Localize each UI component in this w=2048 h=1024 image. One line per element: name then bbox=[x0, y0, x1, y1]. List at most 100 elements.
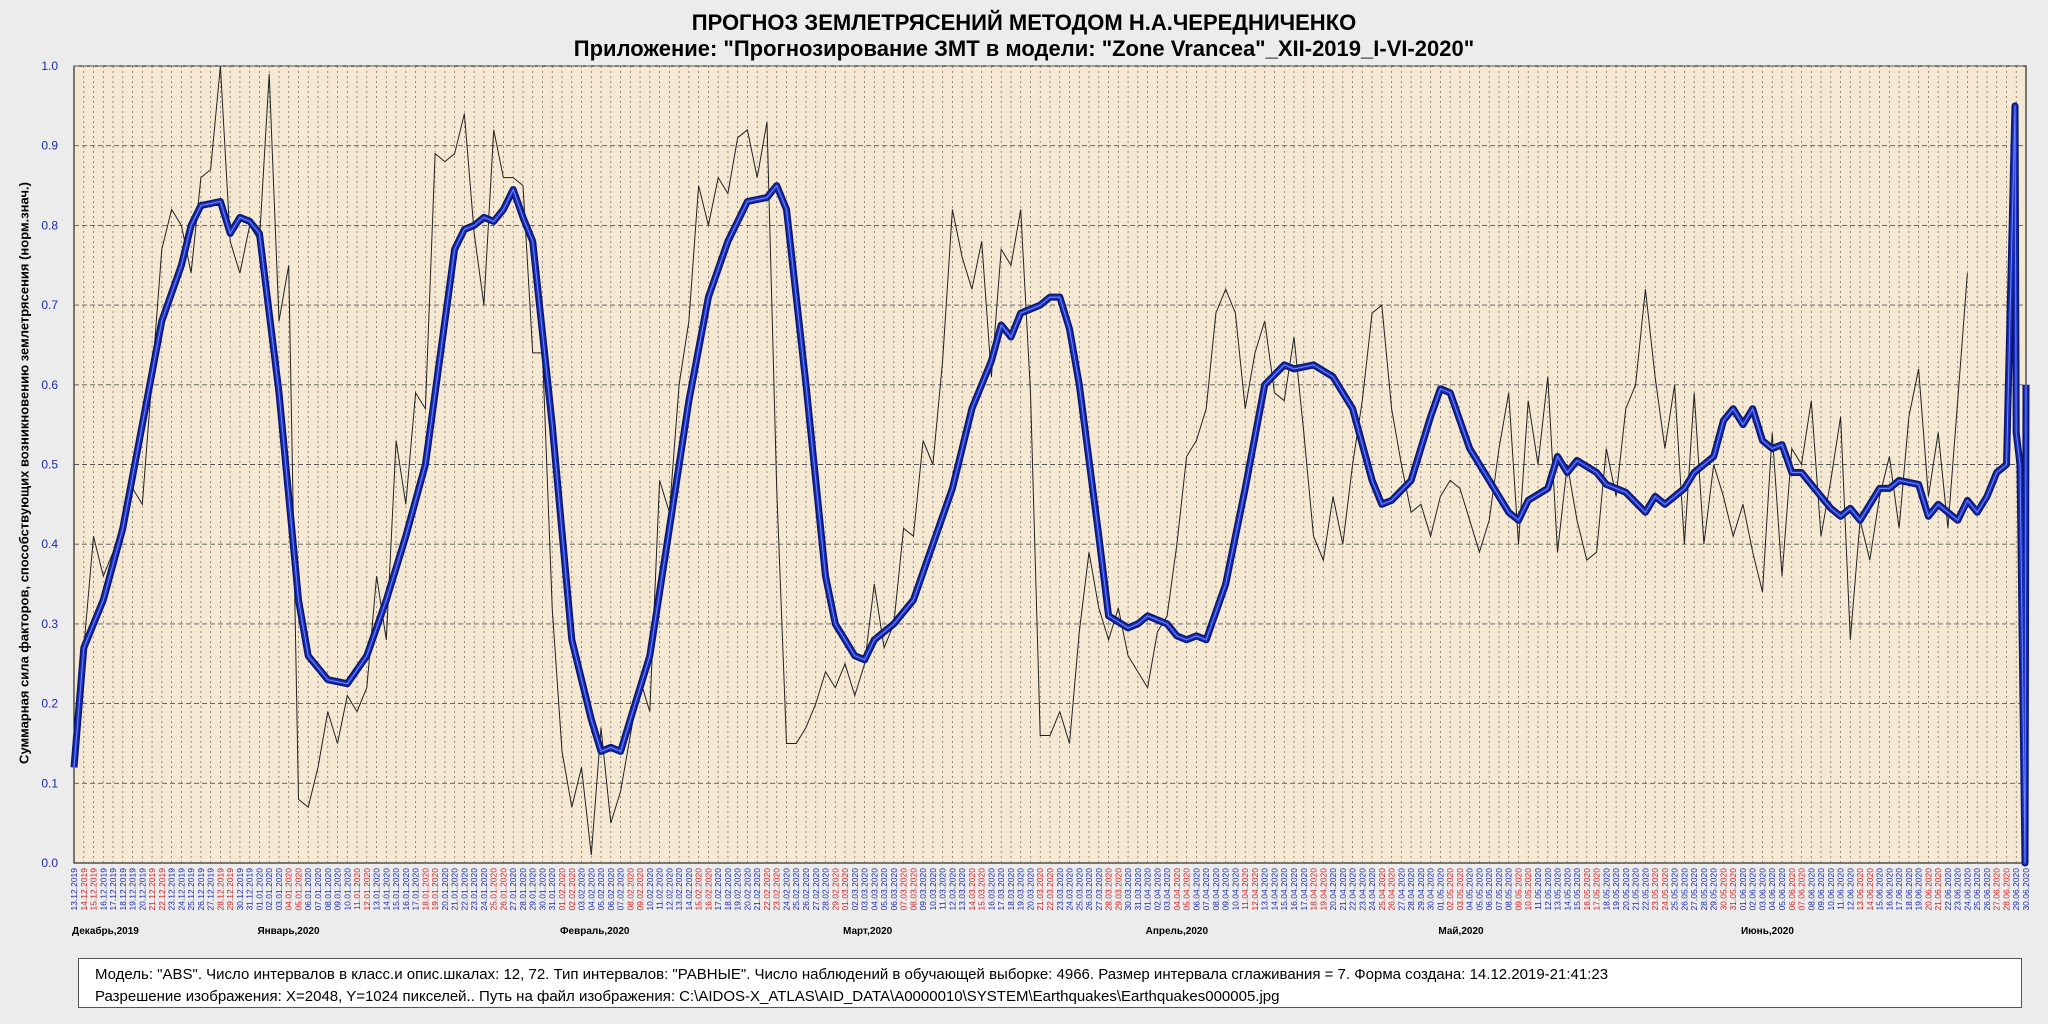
chart-subtitle: Приложение: "Прогнозирование ЗМТ в модел… bbox=[573, 36, 1475, 61]
x-tick-label: 03.01.2020 bbox=[274, 868, 284, 911]
x-tick-label: 19.05.2020 bbox=[1611, 868, 1621, 911]
y-tick-label: 0.8 bbox=[41, 218, 58, 232]
x-tick-label: 20.06.2020 bbox=[1923, 868, 1933, 911]
x-tick-label: 04.04.2020 bbox=[1172, 868, 1182, 911]
x-tick-label: 04.01.2020 bbox=[284, 868, 294, 911]
x-tick-label: 26.12.2019 bbox=[196, 868, 206, 911]
x-tick-label: 07.05.2020 bbox=[1494, 868, 1504, 911]
x-tick-label: 03.04.2020 bbox=[1162, 868, 1172, 911]
x-tick-label: 07.03.2020 bbox=[899, 868, 909, 911]
x-tick-label: 06.01.2020 bbox=[303, 868, 313, 911]
x-tick-label: 23.12.2019 bbox=[167, 868, 177, 911]
x-tick-label: 22.05.2020 bbox=[1640, 868, 1650, 911]
x-tick-label: 24.01.2020 bbox=[479, 868, 489, 911]
x-tick-label: 23.06.2020 bbox=[1953, 868, 1963, 911]
x-tick-label: 10.04.2020 bbox=[1230, 868, 1240, 911]
x-tick-label: 24.06.2020 bbox=[1962, 868, 1972, 911]
y-tick-label: 0.4 bbox=[41, 537, 58, 551]
x-tick-label: 14.05.2020 bbox=[1562, 868, 1572, 911]
info-line-1: Модель: "ABS". Число интервалов в класс.… bbox=[95, 966, 1609, 983]
x-tick-label: 09.05.2020 bbox=[1513, 868, 1523, 911]
y-tick-label: 0.3 bbox=[41, 617, 58, 631]
x-tick-label: 29.05.2020 bbox=[1709, 868, 1719, 911]
x-tick-label: 15.04.2020 bbox=[1279, 868, 1289, 911]
x-tick-label: 23.01.2020 bbox=[469, 868, 479, 911]
x-tick-label: 15.02.2020 bbox=[694, 868, 704, 911]
x-tick-label: 28.05.2020 bbox=[1699, 868, 1709, 911]
x-tick-label: 04.06.2020 bbox=[1767, 868, 1777, 911]
x-tick-label: 12.05.2020 bbox=[1543, 868, 1553, 911]
x-tick-label: 09.04.2020 bbox=[1221, 868, 1231, 911]
y-tick-label: 0.7 bbox=[41, 298, 58, 312]
x-tick-label: 02.04.2020 bbox=[1152, 868, 1162, 911]
x-tick-label: 17.04.2020 bbox=[1299, 868, 1309, 911]
x-tick-label: 02.05.2020 bbox=[1445, 868, 1455, 911]
x-tick-label: 20.02.2020 bbox=[742, 868, 752, 911]
x-tick-label: 27.02.2020 bbox=[811, 868, 821, 911]
x-tick-label: 14.02.2020 bbox=[684, 868, 694, 911]
x-tick-label: 21.05.2020 bbox=[1631, 868, 1641, 911]
y-tick-label: 0.6 bbox=[41, 378, 58, 392]
x-tick-label: 25.05.2020 bbox=[1670, 868, 1680, 911]
x-tick-label: 17.05.2020 bbox=[1592, 868, 1602, 911]
x-tick-label: 31.01.2020 bbox=[547, 868, 557, 911]
x-tick-label: 18.12.2019 bbox=[118, 868, 128, 911]
x-tick-label: 24.12.2019 bbox=[176, 868, 186, 911]
x-tick-label: 08.02.2020 bbox=[625, 868, 635, 911]
x-tick-label: 01.05.2020 bbox=[1435, 868, 1445, 911]
x-tick-label: 13.02.2020 bbox=[674, 868, 684, 911]
x-tick-label: 26.05.2020 bbox=[1679, 868, 1689, 911]
x-tick-label: 18.06.2020 bbox=[1904, 868, 1914, 911]
x-tick-label: 12.03.2020 bbox=[947, 868, 957, 911]
x-tick-label: 10.01.2020 bbox=[342, 868, 352, 911]
x-tick-label: 15.05.2020 bbox=[1572, 868, 1582, 911]
x-tick-label: 02.06.2020 bbox=[1748, 868, 1758, 911]
x-tick-label: 15.01.2020 bbox=[391, 868, 401, 911]
x-tick-label: 27.06.2020 bbox=[1992, 868, 2002, 911]
x-tick-label: 19.02.2020 bbox=[733, 868, 743, 911]
x-tick-label: 05.04.2020 bbox=[1182, 868, 1192, 911]
x-tick-label: 02.02.2020 bbox=[567, 868, 577, 911]
x-tick-label: 07.04.2020 bbox=[1201, 868, 1211, 911]
x-tick-label: 04.03.2020 bbox=[869, 868, 879, 911]
x-tick-label: 27.03.2020 bbox=[1094, 868, 1104, 911]
x-tick-label: 06.04.2020 bbox=[1191, 868, 1201, 911]
series-raw-line bbox=[73, 65, 1968, 856]
x-tick-label: 25.06.2020 bbox=[1972, 868, 1982, 911]
x-tick-label: 01.01.2020 bbox=[254, 868, 264, 911]
month-label: Февраль,2020 bbox=[560, 926, 630, 937]
x-tick-label: 15.12.2019 bbox=[89, 868, 99, 911]
x-tick-label: 26.01.2020 bbox=[498, 868, 508, 911]
x-tick-label: 15.03.2020 bbox=[977, 868, 987, 911]
series-smoothed-highlight bbox=[73, 105, 2027, 864]
x-tick-label: 29.04.2020 bbox=[1416, 868, 1426, 911]
x-tick-label: 03.05.2020 bbox=[1455, 868, 1465, 911]
y-tick-label: 0.5 bbox=[41, 458, 58, 472]
x-tick-label: 20.04.2020 bbox=[1328, 868, 1338, 911]
y-tick-label: 0.1 bbox=[41, 776, 58, 790]
x-tick-label: 10.06.2020 bbox=[1826, 868, 1836, 911]
x-tick-label: 21.01.2020 bbox=[450, 868, 460, 911]
x-tick-label: 18.04.2020 bbox=[1309, 868, 1319, 911]
x-tick-label: 11.04.2020 bbox=[1240, 868, 1250, 910]
x-tick-label: 28.02.2020 bbox=[821, 868, 831, 911]
x-tick-label: 21.02.2020 bbox=[752, 868, 762, 911]
x-tick-label: 08.03.2020 bbox=[908, 868, 918, 911]
chart-title: ПРОГНОЗ ЗЕМЛЕТРЯСЕНИЙ МЕТОДОМ Н.А.ЧЕРЕДН… bbox=[691, 10, 1357, 35]
x-tick-label: 25.03.2020 bbox=[1074, 868, 1084, 911]
x-tick-label: 16.06.2020 bbox=[1884, 868, 1894, 911]
x-tick-label: 16.05.2020 bbox=[1582, 868, 1592, 911]
x-tick-label: 10.05.2020 bbox=[1523, 868, 1533, 911]
month-label: Апрель,2020 bbox=[1146, 926, 1209, 937]
x-tick-label: 30.12.2019 bbox=[235, 868, 245, 911]
x-tick-label: 28.01.2020 bbox=[518, 868, 528, 911]
x-tick-label: 31.12.2019 bbox=[245, 868, 255, 911]
x-tick-label: 21.06.2020 bbox=[1933, 868, 1943, 911]
x-tick-label: 22.02.2020 bbox=[762, 868, 772, 911]
info-line-2: Разрешение изображения: X=2048, Y=1024 п… bbox=[95, 988, 1280, 1005]
x-tick-label: 30.01.2020 bbox=[537, 868, 547, 911]
x-tick-label: 19.01.2020 bbox=[430, 868, 440, 911]
x-tick-label: 29.12.2019 bbox=[225, 868, 235, 911]
x-tick-label: 29.03.2020 bbox=[1113, 868, 1123, 911]
month-label: Март,2020 bbox=[843, 926, 893, 937]
